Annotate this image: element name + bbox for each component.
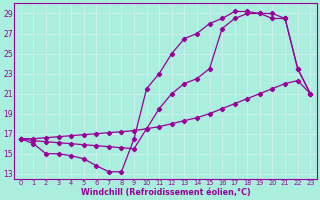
X-axis label: Windchill (Refroidissement éolien,°C): Windchill (Refroidissement éolien,°C) <box>81 188 250 197</box>
